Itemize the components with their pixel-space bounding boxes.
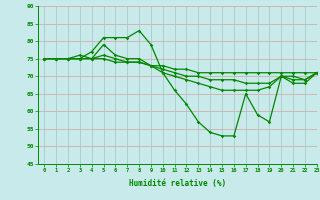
X-axis label: Humidité relative (%): Humidité relative (%) <box>129 179 226 188</box>
